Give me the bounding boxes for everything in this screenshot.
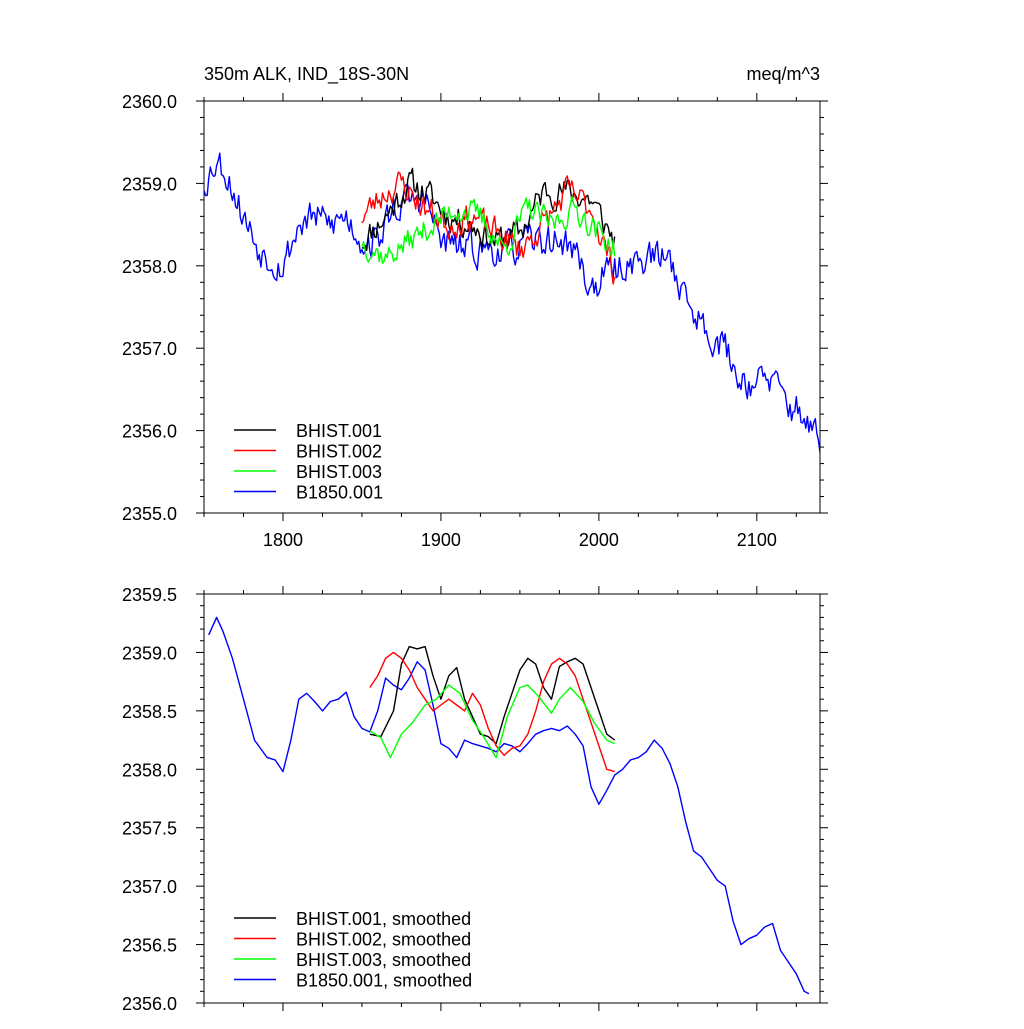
panel-2-y-tick-label: 2356.0	[122, 994, 177, 1014]
panel-2-legend-label-3: BHIST.003, smoothed	[296, 950, 471, 970]
panel-2-series-bhist-002-smoothed	[369, 651, 615, 773]
panel-1-y-tick-label: 2356.0	[122, 422, 177, 442]
panel-1-y-tick-label: 2357.0	[122, 339, 177, 359]
panel-2-plot-frame	[203, 593, 821, 1004]
panel-2-legend-label-4: B1850.001, smoothed	[296, 971, 472, 991]
panel-2-y-tick-label: 2359.5	[122, 585, 177, 605]
panel-1-legend-label-1: BHIST.001	[296, 421, 382, 441]
panel-2-legend-label-2: BHIST.002, smoothed	[296, 930, 471, 950]
panel-1-series-b1850-001	[204, 152, 820, 453]
panel-1-plot-frame	[203, 100, 821, 514]
panel-1-series-bhist-002	[361, 171, 616, 285]
panel-2-y-tick-label: 2357.0	[122, 877, 177, 897]
panel-1-series-bhist-003	[361, 195, 616, 265]
panel-2-series-bhist-001-smoothed	[369, 645, 616, 745]
panel-2-y-tick-label: 2359.0	[122, 643, 177, 663]
panel-1-title-right: meq/m^3	[747, 64, 820, 84]
panel-1-y-tick-label: 2358.0	[122, 257, 177, 277]
panel-1-y-tick-label: 2360.0	[122, 92, 177, 112]
panel-1-x-tick-label: 2000	[579, 530, 619, 550]
panel-2-y-tick-label: 2358.5	[122, 702, 177, 722]
panel-1-x-tick-label: 1900	[421, 530, 461, 550]
panel-1-y-tick-label: 2355.0	[122, 504, 177, 524]
panel-1-y-tick-label: 2359.0	[122, 174, 177, 194]
panel-1-x-tick-label: 2100	[737, 530, 777, 550]
panel-1-legend-label-2: BHIST.002	[296, 442, 382, 462]
panel-1-legend-label-4: B1850.001	[296, 483, 383, 503]
panel-2-y-tick-label: 2357.5	[122, 819, 177, 839]
panel-2-y-tick-label: 2356.5	[122, 936, 177, 956]
panel-2-y-tick-label: 2358.0	[122, 760, 177, 780]
panel-2-series-b1850-001-smoothed	[208, 616, 810, 995]
panel-2-series-bhist-003-smoothed	[369, 684, 615, 759]
panel-1-x-tick-label: 1800	[263, 530, 303, 550]
panel-1-title-left: 350m ALK, IND_18S-30N	[204, 64, 409, 85]
panel-2-legend-label-1: BHIST.001, smoothed	[296, 909, 471, 929]
panel-1-legend-label-3: BHIST.003	[296, 462, 382, 482]
